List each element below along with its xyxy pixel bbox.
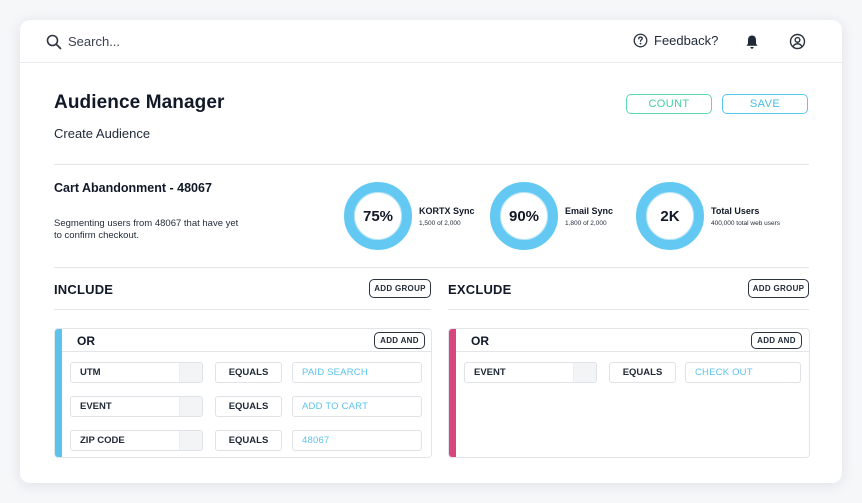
feedback-label: Feedback?	[654, 33, 719, 48]
page-subtitle: Create Audience	[54, 126, 151, 141]
search-icon[interactable]	[46, 34, 62, 50]
stat-label: KORTX Sync	[419, 206, 475, 216]
exclude-heading: EXCLUDE	[448, 282, 512, 297]
group-header: OR ADD AND	[456, 329, 809, 352]
stat-sublabel: 1,500 of 2,000	[419, 220, 461, 227]
segment-description: Segmenting users from 48067 that have ye…	[54, 218, 239, 241]
bell-icon[interactable]	[744, 34, 760, 50]
top-bar: Search... Feedback?	[20, 20, 842, 63]
include-add-and-button[interactable]: ADD AND	[374, 332, 425, 349]
stat-ring: 75%	[344, 182, 412, 250]
group-header: OR ADD AND	[62, 329, 431, 352]
rule-operator-select[interactable]: EQUALS	[215, 430, 282, 451]
stat-ring: 90%	[490, 182, 558, 250]
stat-ring: 2K	[636, 182, 704, 250]
exclude-add-group-button[interactable]: ADD GROUP	[748, 279, 809, 298]
exclude-add-and-button[interactable]: ADD AND	[751, 332, 802, 349]
feedback-link[interactable]: Feedback?	[633, 33, 718, 48]
exclude-group: OR ADD AND EVENT EQUALS CHECK OUT	[448, 328, 810, 458]
group-operator: OR	[471, 334, 489, 348]
rule-attribute-select[interactable]: EVENT	[70, 396, 203, 417]
rule-value-input[interactable]: 48067	[292, 430, 422, 451]
rule-attribute-select[interactable]: ZIP CODE	[70, 430, 203, 451]
rule-operator-select[interactable]: EQUALS	[215, 396, 282, 417]
exclude-group-bar	[449, 329, 456, 457]
stat-sublabel: 1,800 of 2,000	[565, 220, 607, 227]
rule-value-input[interactable]: PAID SEARCH	[292, 362, 422, 383]
count-button[interactable]: COUNT	[626, 94, 712, 114]
include-heading: INCLUDE	[54, 282, 114, 297]
rule-operator-select[interactable]: EQUALS	[609, 362, 676, 383]
stat-label: Total Users	[711, 206, 760, 216]
stat-sublabel: 400,000 total web users	[711, 220, 781, 227]
rule-attribute-select[interactable]: UTM	[70, 362, 203, 383]
divider	[448, 309, 809, 310]
page-title: Audience Manager	[54, 92, 225, 113]
user-account-icon[interactable]	[789, 33, 806, 50]
search-input[interactable]: Search...	[68, 34, 121, 49]
save-button[interactable]: SAVE	[722, 94, 808, 114]
rule-operator-select[interactable]: EQUALS	[215, 362, 282, 383]
include-group: OR ADD AND UTM EQUALS PAID SEARCH EVENT …	[54, 328, 432, 458]
divider	[54, 309, 431, 310]
stat-label: Email Sync	[565, 206, 614, 216]
divider	[54, 164, 809, 165]
rule-attribute-select[interactable]: EVENT	[464, 362, 597, 383]
rule-value-input[interactable]: CHECK OUT	[685, 362, 801, 383]
divider	[54, 267, 809, 268]
app-window: Search... Feedback? Audience Manager Cre…	[20, 20, 842, 483]
include-add-group-button[interactable]: ADD GROUP	[369, 279, 431, 298]
include-group-bar	[55, 329, 62, 457]
help-icon	[633, 33, 648, 48]
rule-value-input[interactable]: ADD TO CART	[292, 396, 422, 417]
segment-title: Cart Abandonment - 48067	[54, 181, 212, 195]
group-operator: OR	[77, 334, 95, 348]
